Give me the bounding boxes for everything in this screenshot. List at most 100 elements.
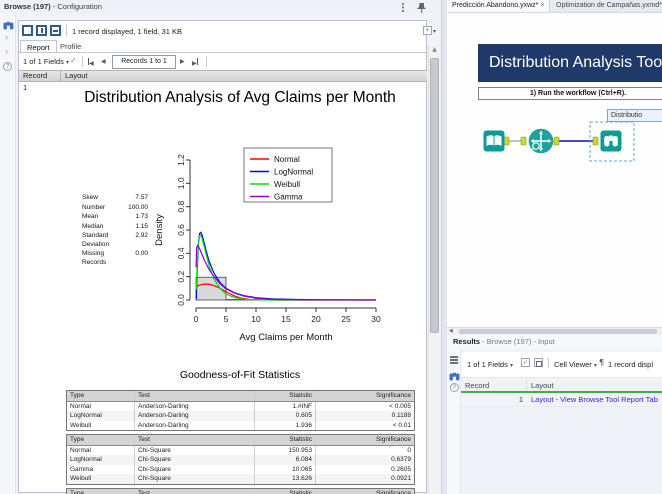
svg-text:0.4: 0.4 — [176, 247, 186, 259]
previous-record-button[interactable]: ◀ — [101, 58, 106, 65]
gof-header-row: TypeTestStatisticSignificance — [67, 391, 414, 402]
gof-tables: TypeTestStatisticSignificanceNormalAnder… — [66, 390, 415, 494]
input-data-tool-icon[interactable] — [483, 130, 505, 152]
pin-icon[interactable] — [416, 1, 427, 19]
binoculars-icon — [604, 136, 609, 147]
gof-data-row: LogNormalChi-Square6.0840.6379 — [67, 455, 414, 465]
column-header-record[interactable]: Record — [19, 70, 61, 82]
record-status-text: 1 record displayed, 1 field, 31 KB — [72, 27, 182, 36]
close-icon[interactable]: × — [540, 2, 544, 9]
results-fields-dropdown[interactable]: 1 of 1 Fields ▾ — [467, 360, 513, 369]
svg-text:0.2: 0.2 — [176, 270, 186, 282]
config-panel-titlebar: Browse (197) - Configuration — [0, 0, 441, 13]
left-icon-strip — [0, 13, 16, 494]
results-header: Results - Browse (197) - Input — [447, 335, 662, 349]
stat-row: Number100.00 — [82, 204, 148, 213]
stat-row: Mean1.73 — [82, 213, 148, 222]
results-column-record[interactable]: Record — [461, 380, 527, 391]
svg-text:15: 15 — [281, 314, 291, 324]
svg-text:Weibull: Weibull — [274, 180, 300, 189]
select-fields-button[interactable]: ✓ — [521, 358, 530, 367]
layout-single-pane-button[interactable] — [22, 25, 33, 36]
tab-profile[interactable]: Profile — [54, 40, 87, 52]
svg-text:Density: Density — [154, 214, 165, 246]
results-row-record: 1 — [461, 394, 523, 405]
h-scrollbar-thumb[interactable] — [459, 329, 657, 334]
open-new-window-button[interactable]: + — [423, 26, 432, 35]
svg-text:1.0: 1.0 — [176, 177, 186, 189]
svg-text:Normal: Normal — [274, 155, 300, 164]
workflow-connections — [447, 13, 662, 327]
stat-row: Standard Deviation2.92 — [82, 232, 148, 249]
svg-text:0.6: 0.6 — [176, 224, 186, 236]
records-range-box[interactable]: Records 1 to 1 — [112, 55, 176, 69]
gof-table: TypeTestStatisticSignificance — [66, 488, 415, 494]
help-icon[interactable]: ? — [3, 62, 12, 71]
svg-text:25: 25 — [341, 314, 351, 324]
chart-stats-block: Skew7.57Number100.00Mean1.73Median1.15St… — [82, 194, 148, 268]
distribution-chart: 0510152025300.00.20.40.60.81.01.2Avg Cla… — [148, 132, 385, 358]
gof-data-row: GammaChi-Square10.0650.2605 — [67, 465, 414, 475]
first-record-button[interactable]: ◀ — [88, 58, 94, 67]
svg-text:30: 30 — [371, 314, 381, 324]
config-title-tool: Browse (197) — [4, 2, 51, 11]
results-record-count: 1 record displ — [608, 360, 653, 369]
gof-heading: Goodness-of-Fit Statistics — [60, 369, 420, 381]
workflow-tab-inactive[interactable]: Optimization de Campañas.yxmd* — [551, 0, 662, 12]
input-anchor — [521, 137, 526, 145]
svg-text:5: 5 — [224, 314, 229, 324]
svg-text:LogNormal: LogNormal — [274, 168, 313, 177]
stat-row: Missing Records0.00 — [82, 250, 148, 267]
svg-text:0.8: 0.8 — [176, 200, 186, 212]
svg-text:0.0: 0.0 — [176, 294, 186, 306]
browse-tool-icon[interactable] — [600, 130, 622, 152]
svg-text:10: 10 — [251, 314, 261, 324]
svg-text:1.2: 1.2 — [176, 154, 186, 166]
gof-data-row: LogNormalAnderson-Darling0.6050.1188 — [67, 411, 414, 421]
input-anchor — [593, 137, 598, 145]
gof-header-row: TypeTestStatisticSignificance — [67, 435, 414, 446]
stat-row: Skew7.57 — [82, 194, 148, 203]
expand-panel-icon[interactable]: › — [5, 33, 8, 42]
results-column-layout[interactable]: Layout — [527, 380, 662, 391]
config-title-suffix: - Configuration — [51, 2, 102, 11]
toolbar-separator — [548, 358, 549, 368]
panel-menu-icon[interactable] — [402, 3, 404, 5]
column-header-layout[interactable]: Layout — [61, 70, 427, 82]
chevron-down-icon: ▾ — [66, 59, 69, 66]
toolbar-separator — [82, 56, 83, 67]
results-row-layout-link[interactable]: Layout - View Browse Tool Report Tab — [531, 394, 662, 405]
distribution-analysis-tool-icon[interactable] — [528, 128, 554, 154]
workflow-tab-active[interactable]: Predicción Abandono.yxwz* × — [447, 0, 550, 12]
gof-data-row: WeibullChi-Square13.6260.0921 — [67, 474, 414, 484]
expand-panel-icon-2[interactable]: › — [5, 47, 8, 56]
report-title: Distribution Analysis of Avg Claims per … — [60, 89, 420, 107]
report-vertical-scrollbar[interactable]: ▲ — [428, 45, 440, 494]
scroll-up-icon[interactable]: ▲ — [429, 45, 440, 55]
svg-text:20: 20 — [311, 314, 321, 324]
output-anchor — [554, 137, 559, 145]
chevron-down-icon[interactable]: ▾ — [433, 28, 436, 35]
scroll-left-icon[interactable]: ◀ — [449, 328, 453, 334]
scrollbar-thumb[interactable] — [430, 58, 439, 333]
pilcrow-icon[interactable]: ¶ — [599, 358, 604, 367]
copy-button[interactable] — [534, 358, 543, 367]
fields-dropdown[interactable]: 1 of 1 Fields ▾ — [23, 57, 69, 66]
layout-horizontal-split-button[interactable] — [50, 25, 61, 36]
last-record-button[interactable]: ▶ — [192, 58, 198, 67]
alteryx-designer-window: Browse (197) - Configuration › › ? 1 rec… — [0, 0, 662, 494]
apply-check-icon[interactable]: ✓ — [70, 56, 77, 65]
tabs-underline — [19, 52, 427, 53]
next-record-button[interactable]: ▶ — [180, 58, 185, 65]
results-splitter[interactable]: ◀ — [447, 327, 662, 335]
row-divider — [461, 406, 662, 407]
gof-table: TypeTestStatisticSignificanceNormalAnder… — [66, 390, 415, 431]
toolbar-separator — [206, 56, 207, 67]
row-number: 1 — [23, 83, 27, 92]
svg-text:Gamma: Gamma — [274, 193, 303, 202]
results-help-icon[interactable]: ? — [450, 383, 459, 392]
cell-viewer-dropdown[interactable]: Cell Viewer ▾ — [554, 360, 597, 369]
svg-text:Avg Claims per Month: Avg Claims per Month — [239, 332, 332, 343]
list-view-icon[interactable] — [450, 356, 458, 358]
layout-vertical-split-button[interactable] — [36, 25, 47, 36]
